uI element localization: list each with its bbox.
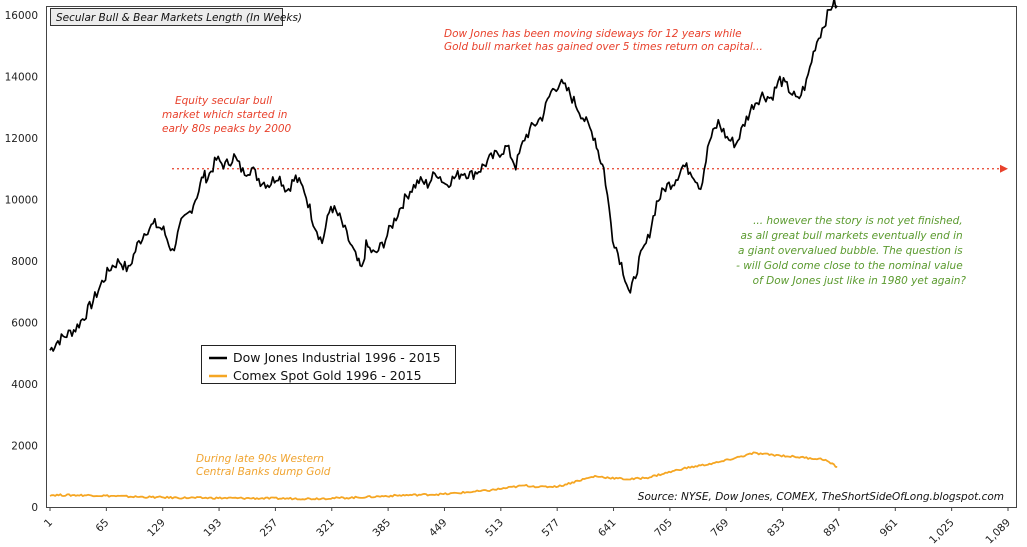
legend-label: Dow Jones Industrial 1996 - 2015 [233,350,441,365]
x-tick-label: 193 [202,517,225,540]
x-tick-label: 65 [94,517,112,535]
gold-line [49,451,838,501]
x-tick-label: 513 [483,517,506,540]
x-tick-label: 321 [314,517,337,540]
chart-title: Secular Bull & Bear Markets Length (In W… [56,12,302,24]
y-tick-label: 14000 [5,72,38,84]
annotation-equity-bull: Equity secular bull market which started… [162,95,292,135]
plot-frame [46,6,1017,508]
y-tick-label: 8000 [11,256,38,268]
x-tick-label: 705 [652,517,675,540]
source-note: Source: NYSE, Dow Jones, COMEX, TheShort… [638,491,1004,503]
x-tick-label: 449 [427,517,450,540]
x-tick-label: 129 [145,517,168,540]
annotation-central-banks: During late 90s Western Central Banks du… [196,453,331,478]
x-axis: 1 65 129 193 257 321 385 449 513 577 641 705 769 833 8… [42,507,1013,546]
chart-title-box: Secular Bull & Bear Markets Length (In W… [50,8,302,26]
x-tick-label: 897 [821,517,844,540]
annotation-gold-question: ... however the story is not yet finishe… [736,215,966,287]
x-tick-label: 385 [371,517,394,540]
legend: Dow Jones Industrial 1996 - 2015 Comex Sp… [201,345,456,384]
x-tick-label: 641 [596,517,619,540]
reference-line [172,164,1008,173]
x-tick-label: 769 [709,517,732,540]
annotation-dow-sideways: Dow Jones has been moving sideways for 1… [444,28,763,53]
reference-line-arrow [1000,164,1008,173]
x-tick-label: 1,089 [983,517,1013,547]
y-tick-label: 6000 [11,318,38,330]
y-tick-label: 12000 [5,133,38,145]
x-tick-label: 257 [258,517,281,540]
y-tick-label: 2000 [11,441,38,453]
x-tick-label: 1,025 [927,517,957,547]
dow-jones-line [49,0,838,352]
x-tick-label: 577 [540,517,563,540]
x-tick-label: 833 [765,517,788,540]
x-tick-label: 961 [878,517,901,540]
y-tick-label: 0 [31,502,38,514]
y-tick-label: 10000 [5,195,38,207]
x-tick-label: 1 [42,517,55,530]
y-tick-label: 16000 [5,10,38,22]
legend-label: Comex Spot Gold 1996 - 2015 [233,368,422,383]
y-tick-label: 4000 [11,379,38,391]
y-axis: 0 2000 4000 6000 8000 10000 12000 14000 16000 [5,10,38,514]
series-layer [49,0,838,501]
